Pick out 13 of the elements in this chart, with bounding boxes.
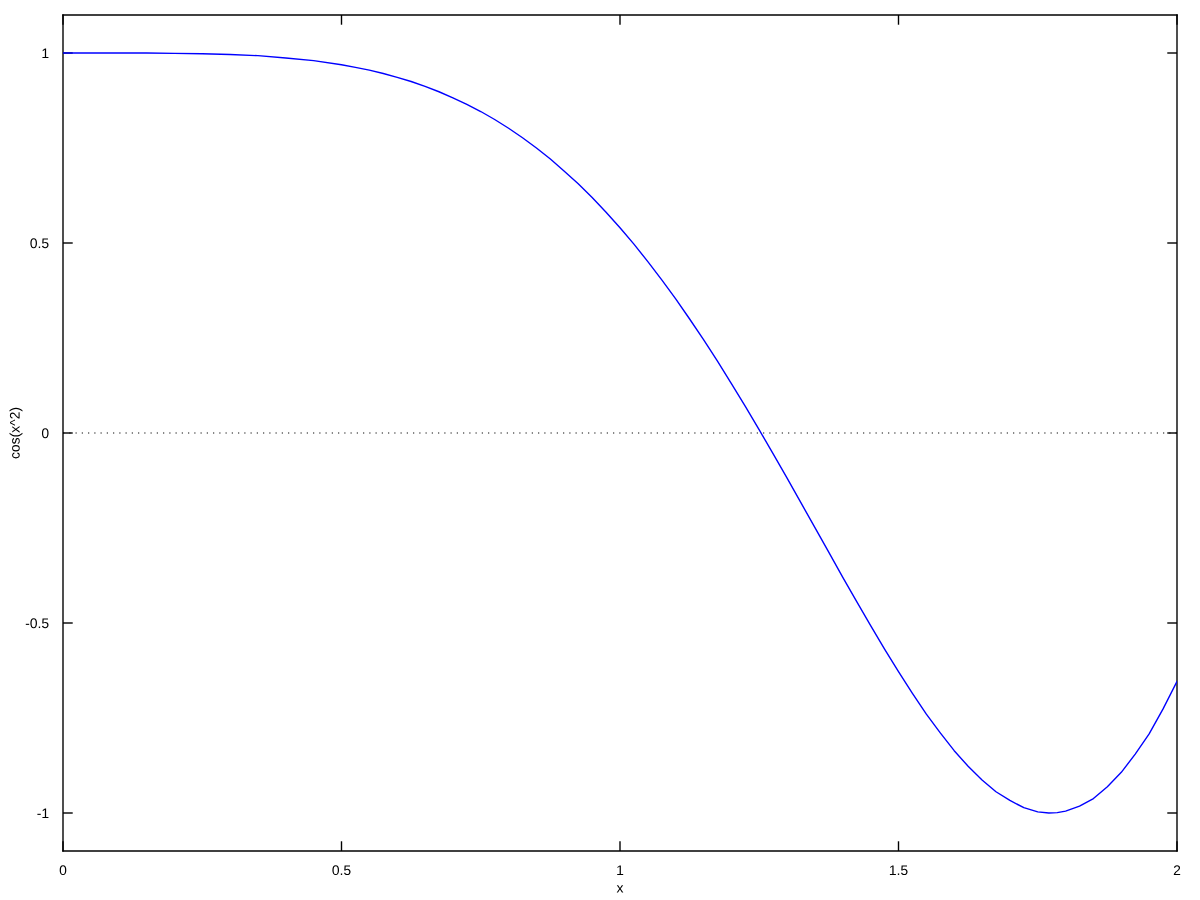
x-tick-label: 0.5 — [332, 865, 351, 876]
y-tick-label: -0.5 — [25, 618, 49, 629]
line-series — [63, 52, 1177, 814]
y-tick-label: 1 — [42, 48, 49, 59]
x-tick-label: 0 — [59, 865, 67, 876]
y-axis-title: cos(x^2) — [9, 407, 23, 459]
y-tick-label: 0.5 — [30, 238, 49, 249]
x-tick-label: 2 — [1173, 865, 1181, 875]
x-tick-label: 1 — [617, 865, 624, 875]
y-tick-label: -1 — [37, 808, 49, 819]
x-axis-title: x — [616, 885, 624, 893]
y-tick-label: 0 — [41, 428, 49, 439]
x-tick-label: 1.5 — [889, 865, 908, 876]
